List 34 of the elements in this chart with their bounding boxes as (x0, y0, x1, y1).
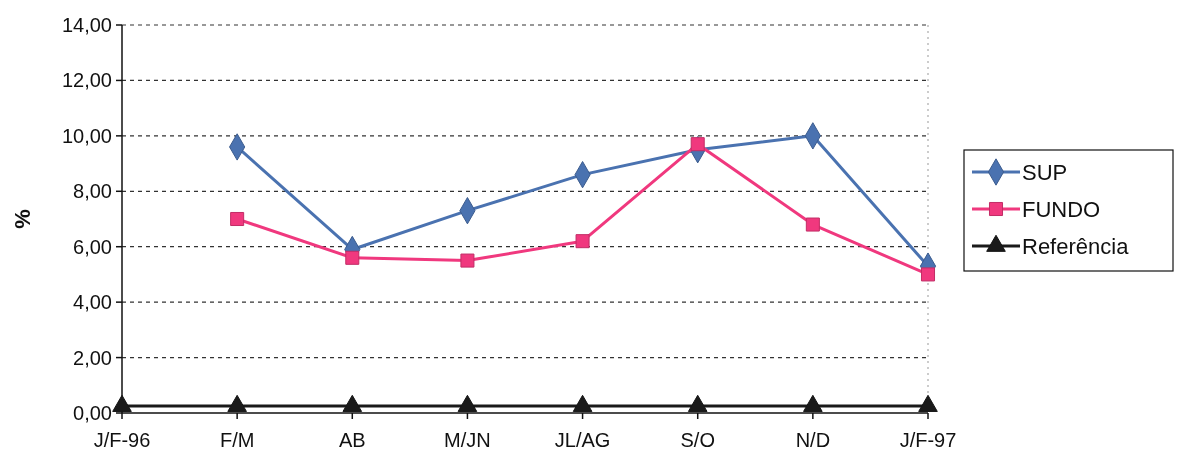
y-axis-title: % (10, 209, 35, 229)
y-tick-label: 2,00 (73, 346, 112, 369)
y-tick-label: 8,00 (73, 180, 112, 203)
point (805, 217, 820, 232)
y-tick-label: 14,00 (61, 14, 112, 36)
x-tick-label: M/JN (444, 429, 491, 451)
y-tick-label: 4,00 (73, 291, 112, 314)
point (230, 211, 245, 227)
y-tick-label: 0,00 (73, 402, 112, 424)
point (457, 394, 478, 412)
x-tick-label: JL/AG (554, 429, 611, 451)
legend-label: FUNDO (1022, 197, 1101, 222)
x-tick-label: J/F-97 (899, 429, 957, 451)
point (687, 394, 708, 412)
x-tick-label: AB (338, 429, 366, 451)
x-tick-label: S/O (680, 429, 715, 451)
point (460, 253, 475, 268)
point (342, 394, 363, 412)
point (572, 394, 593, 412)
point (112, 394, 132, 412)
x-tick-label: N/D (795, 429, 831, 451)
x-tick-label: F/M (219, 429, 255, 451)
point (575, 234, 590, 249)
point (227, 394, 247, 412)
y-tick-label: 10,00 (61, 124, 112, 147)
point (803, 394, 823, 412)
legend-label: SUP (1022, 160, 1068, 185)
y-tick-label: 6,00 (73, 235, 112, 258)
point (920, 267, 936, 282)
legend-label: Referência (1022, 234, 1130, 259)
point (345, 250, 360, 265)
x-tick-label: J/F-96 (93, 429, 151, 451)
point (918, 394, 938, 412)
y-tick-label: 12,00 (61, 69, 112, 92)
